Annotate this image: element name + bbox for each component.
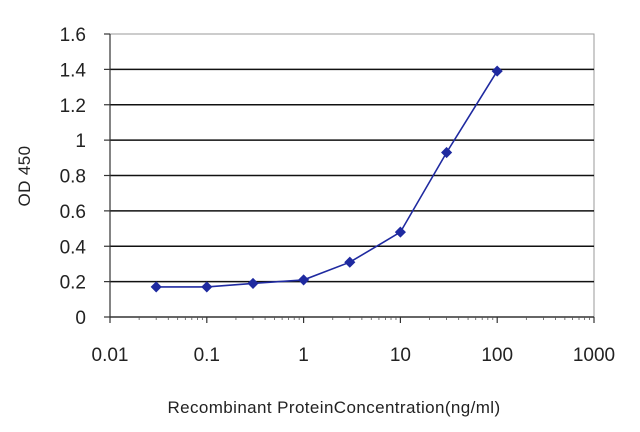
y-tick-labels: 0 0.2 0.4 0.6 0.8 1 1.2 1.4 1.6 [60, 25, 87, 329]
y-tick-label: 1.4 [60, 60, 87, 81]
data-point [344, 256, 356, 268]
x-tick-label: 1 [298, 345, 309, 366]
y-tick-label: 0.6 [60, 202, 86, 223]
data-point [247, 277, 259, 289]
y-tick-label: 1.2 [60, 96, 86, 117]
x-tick-label: 0.1 [194, 345, 220, 366]
y-tick-label: 0 [75, 308, 86, 329]
series-layer [150, 65, 503, 293]
data-point [201, 281, 213, 293]
data-point [491, 65, 503, 77]
y-axis-title: OD 450 [15, 146, 34, 207]
x-axis-title: Recombinant ProteinConcentration(ng/ml) [167, 398, 500, 417]
y-tick-label: 0.4 [60, 237, 87, 258]
data-point [394, 226, 406, 238]
x-tick-label: 10 [390, 345, 411, 366]
data-point [441, 146, 453, 159]
axes [104, 33, 595, 323]
y-tick-label: 0.8 [60, 167, 86, 188]
x-tick-label: 100 [481, 345, 513, 366]
data-point [150, 281, 162, 293]
y-tick-label: 1 [75, 131, 86, 152]
grid-lines [110, 68, 594, 283]
data-point [298, 274, 310, 286]
x-tick-label: 1000 [573, 345, 615, 366]
series-line [156, 70, 498, 288]
y-tick-label: 1.6 [60, 25, 86, 46]
x-tick-label: 0.01 [92, 345, 129, 366]
x-tick-labels: 0.01 0.1 1 10 100 1000 [92, 345, 616, 366]
y-tick-label: 0.2 [60, 273, 86, 294]
